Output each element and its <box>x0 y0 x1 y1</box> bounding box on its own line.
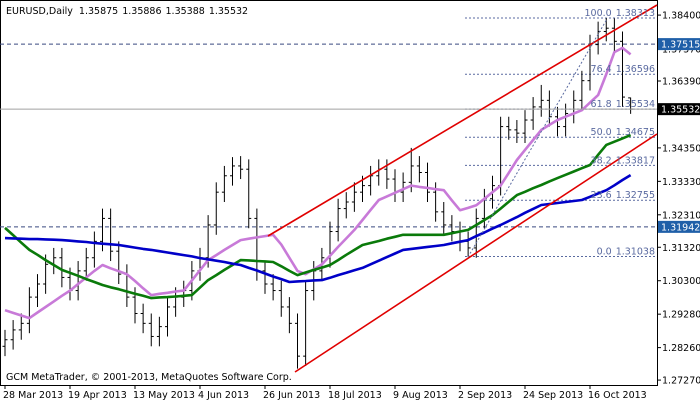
y-tick-label: 1.29280 <box>662 310 700 321</box>
y-tick-label: 1.30300 <box>662 276 700 287</box>
fibo-price-text: 1.31038 <box>616 247 655 258</box>
y-tick-label: 1.27270 <box>662 376 700 387</box>
fibo-price-text: 1.35534 <box>616 99 655 110</box>
x-tick-label: 13 May 2013 <box>133 390 195 401</box>
y-tick-label: 1.38400 <box>662 11 700 22</box>
moving-average <box>4 173 632 284</box>
price-box-label: 1.37515 <box>661 40 700 51</box>
y-tick-label: 1.31320 <box>662 243 700 254</box>
x-tick-label: 28 Mar 2013 <box>3 390 63 401</box>
channel-upper <box>267 4 658 237</box>
fibo-level-text: 23.6 <box>591 190 612 201</box>
x-tick-label: 24 Sep 2013 <box>523 390 583 401</box>
fibo-level-text: 100.0 <box>585 8 612 19</box>
price-box-label: 1.31942 <box>661 222 700 233</box>
header-low: 1.35388 <box>166 6 205 17</box>
x-tick-label: 26 Jun 2013 <box>263 390 320 401</box>
fibo-price-text: 1.32755 <box>616 190 655 201</box>
fibo-level-text: 61.8 <box>591 99 612 110</box>
symbol: EURUSD,Daily <box>6 6 73 17</box>
fibo-price-text: 1.36596 <box>616 64 655 75</box>
price-box <box>658 38 700 51</box>
fibo-price-text: 1.38313 <box>616 8 655 19</box>
fibo-level-text: 38.2 <box>591 155 612 166</box>
fibo-level-text: 50.0 <box>591 127 612 138</box>
header-high: 1.35886 <box>122 6 161 17</box>
fibo-trend <box>467 18 608 258</box>
x-tick-label: 18 Jul 2013 <box>328 390 382 401</box>
fibo-label: 50.0 1.34675 <box>591 127 655 138</box>
fibo-label: 23.6 1.32755 <box>591 190 655 201</box>
x-tick-label: 4 Jun 2013 <box>198 390 249 401</box>
moving-average <box>4 46 632 320</box>
fibo-price-text: 1.34675 <box>616 127 655 138</box>
header-close: 1.35532 <box>209 6 248 17</box>
y-tick-label: 1.32310 <box>662 210 700 221</box>
y-tick-label: 1.34350 <box>662 143 700 154</box>
x-tick-label: 19 Apr 2013 <box>68 390 127 401</box>
plot-frame <box>0 0 658 386</box>
channel-lower <box>294 133 658 373</box>
fibo-level-text: 0.0 <box>597 247 612 258</box>
current-price-box <box>658 103 700 116</box>
copyright: GCM MetaTrader, © 2001-2013, MetaQuotes … <box>6 372 292 383</box>
moving-average <box>4 133 632 300</box>
fibo-label: 38.2 1.33817 <box>591 155 655 166</box>
current-price-label: 1.35532 <box>661 105 700 116</box>
y-tick-label: 1.36390 <box>662 77 700 88</box>
fibo-label: 0.0 1.31038 <box>597 247 655 258</box>
price-box <box>658 220 700 233</box>
marks <box>0 17 657 369</box>
y-tick-label: 1.28260 <box>662 343 700 354</box>
fibo-level-text: 76.4 <box>591 64 612 75</box>
fibo-label: 61.8 1.35534 <box>591 99 655 110</box>
x-tick-label: 9 Aug 2013 <box>393 390 448 401</box>
header: EURUSD,Daily 1.35875 1.35886 1.35388 1.35532 <box>6 6 248 17</box>
y-tick-label: 1.33330 <box>662 177 700 188</box>
header-open: 1.35875 <box>79 6 118 17</box>
x-tick-label: 2 Sep 2013 <box>458 390 512 401</box>
fibo-label: 100.0 1.38313 <box>585 8 656 19</box>
x-tick-label: 16 Oct 2013 <box>588 390 647 401</box>
fibo-price-text: 1.33817 <box>616 155 655 166</box>
fibo-label: 76.4 1.36596 <box>591 64 655 75</box>
